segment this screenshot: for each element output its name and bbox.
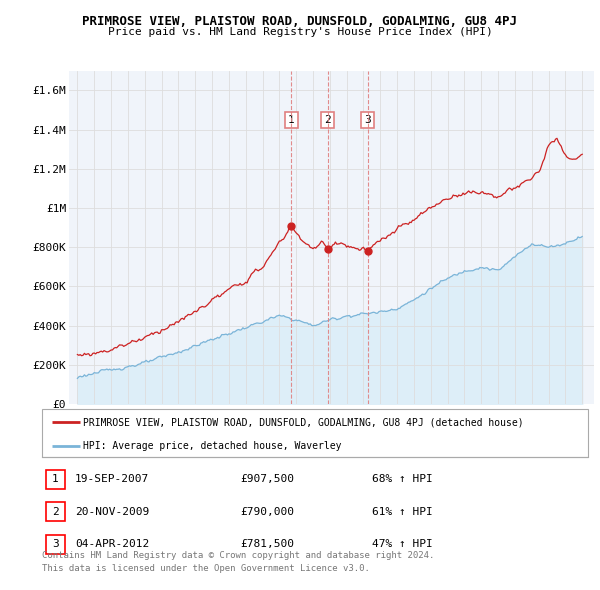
- Text: 3: 3: [52, 539, 59, 549]
- Text: 19-SEP-2007: 19-SEP-2007: [75, 474, 149, 484]
- Text: 47% ↑ HPI: 47% ↑ HPI: [372, 539, 433, 549]
- Text: £781,500: £781,500: [240, 539, 294, 549]
- Text: PRIMROSE VIEW, PLAISTOW ROAD, DUNSFOLD, GODALMING, GU8 4PJ: PRIMROSE VIEW, PLAISTOW ROAD, DUNSFOLD, …: [83, 15, 517, 28]
- Text: 2: 2: [325, 115, 331, 125]
- FancyBboxPatch shape: [46, 535, 65, 554]
- Text: 61% ↑ HPI: 61% ↑ HPI: [372, 507, 433, 517]
- FancyBboxPatch shape: [46, 502, 65, 522]
- Text: 20-NOV-2009: 20-NOV-2009: [75, 507, 149, 517]
- Text: £790,000: £790,000: [240, 507, 294, 517]
- FancyBboxPatch shape: [46, 470, 65, 489]
- Text: Contains HM Land Registry data © Crown copyright and database right 2024.: Contains HM Land Registry data © Crown c…: [42, 550, 434, 559]
- Text: 1: 1: [52, 474, 59, 484]
- Text: 3: 3: [364, 115, 371, 125]
- Text: 1: 1: [288, 115, 295, 125]
- Text: PRIMROSE VIEW, PLAISTOW ROAD, DUNSFOLD, GODALMING, GU8 4PJ (detached house): PRIMROSE VIEW, PLAISTOW ROAD, DUNSFOLD, …: [83, 417, 524, 427]
- FancyBboxPatch shape: [42, 409, 588, 457]
- Text: HPI: Average price, detached house, Waverley: HPI: Average price, detached house, Wave…: [83, 441, 341, 451]
- Text: Price paid vs. HM Land Registry's House Price Index (HPI): Price paid vs. HM Land Registry's House …: [107, 27, 493, 37]
- Text: 68% ↑ HPI: 68% ↑ HPI: [372, 474, 433, 484]
- Text: 2: 2: [52, 507, 59, 517]
- Text: £907,500: £907,500: [240, 474, 294, 484]
- Text: 04-APR-2012: 04-APR-2012: [75, 539, 149, 549]
- Text: This data is licensed under the Open Government Licence v3.0.: This data is licensed under the Open Gov…: [42, 563, 370, 572]
